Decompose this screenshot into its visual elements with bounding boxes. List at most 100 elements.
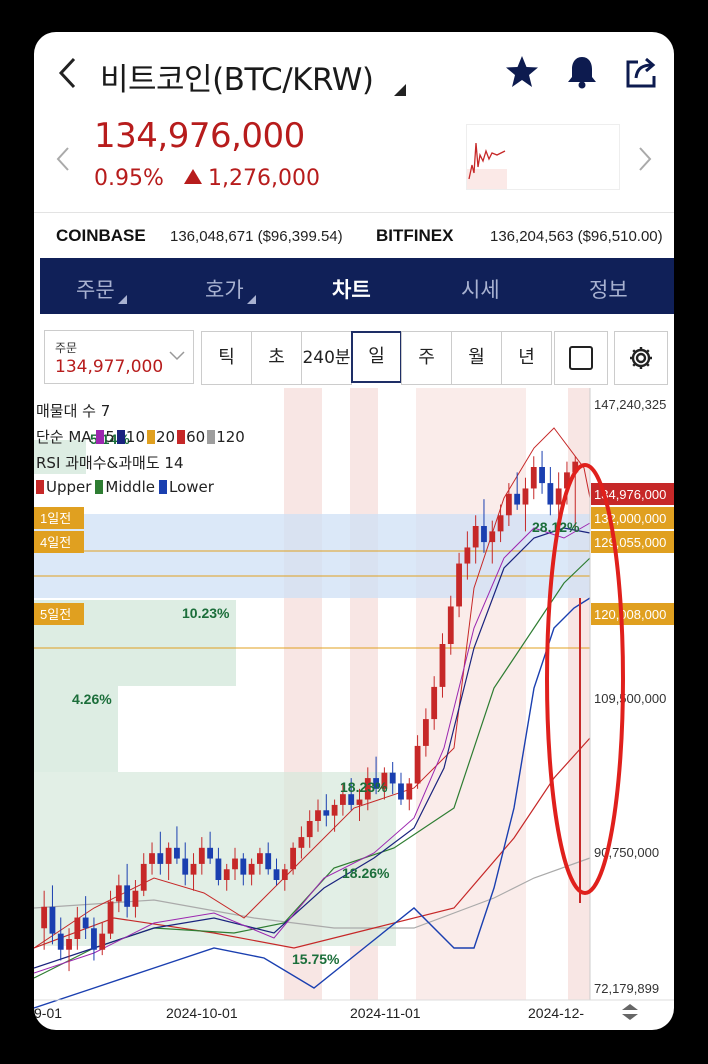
tab-info[interactable]: 정보 <box>589 274 628 304</box>
left-tag-bg <box>34 507 84 529</box>
candle <box>323 794 330 827</box>
legend-band-label: Middle <box>105 478 155 496</box>
candle-body <box>522 488 529 505</box>
tab-dropdown-icon <box>117 295 127 304</box>
prev-coin-icon[interactable] <box>56 146 70 172</box>
period-tick[interactable]: 틱 <box>201 331 252 385</box>
chart-settings-button[interactable] <box>614 331 668 385</box>
ma10-line <box>34 527 591 969</box>
candle <box>522 477 529 532</box>
candle-body <box>207 847 214 859</box>
candle <box>306 810 313 848</box>
candle <box>232 847 238 880</box>
candle <box>356 788 363 821</box>
legend-color-swatch <box>147 430 155 444</box>
volume-profile-label: 18.26% <box>342 865 390 881</box>
chart-canvas[interactable]: 147,240,325 109,500,000 90,750,000 72,179,8… <box>34 388 674 1030</box>
candle <box>464 531 471 580</box>
tab-label: 차트 <box>332 278 371 302</box>
change-percent: 0.95% <box>94 166 164 191</box>
volume-profile-label: 28.12% <box>532 519 580 535</box>
scroll-down-icon <box>622 1014 638 1020</box>
period-month[interactable]: 월 <box>451 331 502 385</box>
next-coin-icon[interactable] <box>638 146 652 172</box>
legend-ma-label: 10 <box>125 428 145 446</box>
candle <box>298 826 305 859</box>
star-icon[interactable] <box>504 54 540 90</box>
period-day[interactable]: 일 <box>351 331 402 383</box>
ma5-line <box>34 522 591 974</box>
candle <box>281 863 288 891</box>
candle-body <box>240 858 247 875</box>
candle <box>290 842 297 875</box>
candle-body <box>481 526 487 543</box>
legend-ma-label: 120 <box>216 428 245 446</box>
candle-body <box>215 858 222 880</box>
candle <box>91 917 97 961</box>
candle-body <box>464 547 471 564</box>
candle-body <box>190 863 197 875</box>
y-axis-label: 72,179,899 <box>594 981 659 996</box>
drawing-tool-button[interactable] <box>554 331 608 385</box>
candle <box>140 853 147 897</box>
candle <box>74 906 81 950</box>
candle-body <box>115 885 122 902</box>
period-240min[interactable]: 240분 <box>301 331 352 385</box>
candle-body <box>265 853 272 870</box>
candle <box>315 799 321 832</box>
back-arrow-icon[interactable] <box>56 56 80 90</box>
order-price-select[interactable]: 주문 134,977,000 <box>44 330 194 384</box>
candle-body <box>149 853 155 864</box>
candle-body <box>439 644 446 687</box>
period-week[interactable]: 주 <box>401 331 452 385</box>
candle <box>497 504 504 543</box>
candle <box>66 928 72 972</box>
tab-order[interactable]: 주문 <box>76 274 127 304</box>
price-tag-label: 120,008,000 <box>594 607 666 622</box>
candle-body <box>107 901 114 934</box>
tab-orderbook[interactable]: 호가 <box>205 274 256 304</box>
candle-body <box>248 863 255 875</box>
candle-body <box>530 467 537 489</box>
legend-color-swatch <box>96 430 105 444</box>
price-tag-bg <box>591 483 674 505</box>
candle <box>99 922 106 956</box>
period-second[interactable]: 초 <box>251 331 302 385</box>
candle-body <box>514 493 521 505</box>
period-year[interactable]: 년 <box>501 331 552 385</box>
change-amount-value: 1,276,000 <box>208 166 320 191</box>
page-title[interactable]: 비트코인(BTC/KRW) <box>100 62 374 98</box>
candle-body <box>49 906 56 934</box>
volume-profile-label: 4.26% <box>72 691 112 707</box>
candle <box>431 676 438 730</box>
legend-ma-label: 5 <box>105 428 115 446</box>
volume-profile-label: 15.75% <box>292 951 340 967</box>
square-icon <box>569 346 593 370</box>
tab-bar: 주문 호가 차트 시세 정보 <box>40 258 674 314</box>
chevron-down-icon <box>169 351 185 361</box>
share-icon[interactable] <box>624 54 660 90</box>
candle <box>481 499 487 553</box>
candle-body <box>422 719 429 746</box>
tab-market[interactable]: 시세 <box>461 274 500 304</box>
left-tag-label: 5일전 <box>40 607 71 622</box>
legend-rsi: RSI 과매수&과매도 14 <box>36 454 184 472</box>
candle <box>248 858 255 886</box>
bell-icon[interactable] <box>564 54 600 90</box>
candle-body <box>555 488 562 505</box>
candle-body <box>489 531 496 543</box>
order-value: 134,977,000 <box>55 357 164 377</box>
candle <box>115 874 122 913</box>
legend-color-swatch <box>95 480 104 494</box>
candle <box>422 708 429 757</box>
tab-label: 호가 <box>205 278 244 302</box>
candle-body <box>232 858 238 870</box>
candle <box>198 837 205 875</box>
candle-body <box>281 869 288 880</box>
candle-body <box>124 885 131 907</box>
sparkline-mini-chart[interactable] <box>466 124 620 190</box>
title-dropdown-icon[interactable] <box>394 84 406 96</box>
tab-chart[interactable]: 차트 <box>332 274 371 304</box>
legend-color-swatch <box>177 430 186 444</box>
price-chart[interactable]: 147,240,325 109,500,000 90,750,000 72,179,8… <box>34 388 674 1030</box>
